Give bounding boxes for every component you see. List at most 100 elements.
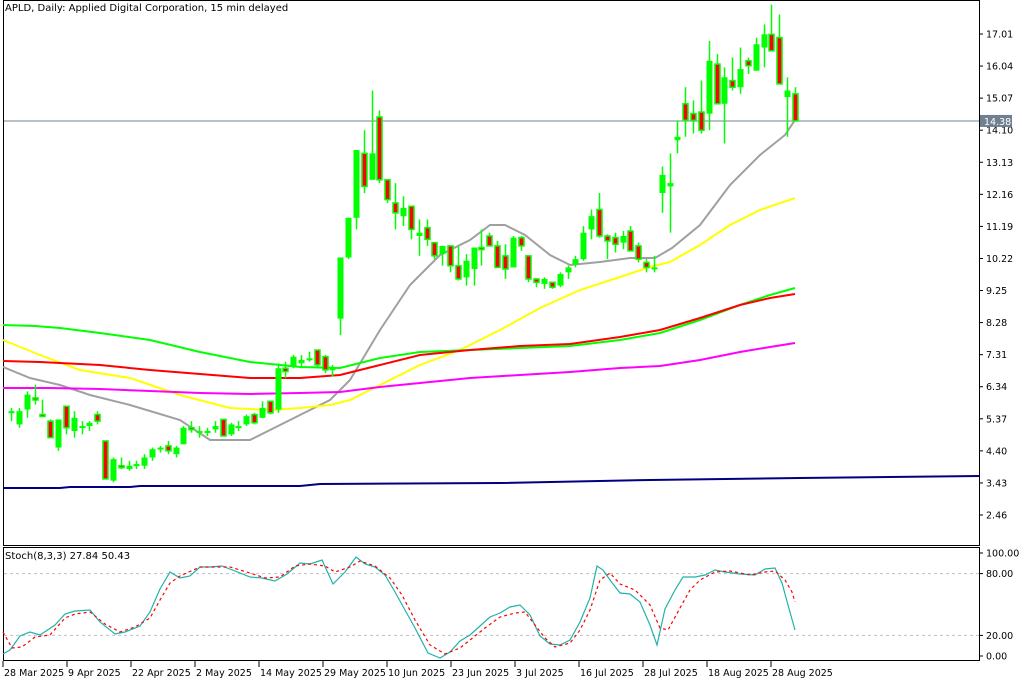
candle[interactable] [126,460,133,471]
candle[interactable] [180,426,187,445]
candle[interactable] [55,419,62,451]
candle[interactable] [792,87,799,122]
candle[interactable] [8,407,15,422]
candle[interactable] [133,460,140,470]
candle[interactable] [565,265,572,279]
candle[interactable] [290,354,297,369]
candle[interactable] [525,255,532,283]
candle[interactable] [761,24,768,68]
candle[interactable] [776,14,783,85]
candle[interactable] [141,454,148,470]
candle[interactable] [768,4,775,52]
candle[interactable] [737,47,744,94]
candle[interactable] [612,232,619,253]
candle[interactable] [79,421,86,435]
candle[interactable] [518,235,525,251]
candle[interactable] [165,440,172,455]
candle[interactable] [212,421,219,433]
candle[interactable] [572,255,579,268]
candle[interactable] [24,391,31,418]
candle[interactable] [118,457,125,470]
candle[interactable] [706,40,713,131]
candle[interactable] [204,427,211,436]
candle[interactable] [643,259,650,273]
candle[interactable] [259,401,266,418]
candle[interactable] [533,278,540,288]
candle[interactable] [228,422,235,436]
candle[interactable] [322,354,329,374]
candle[interactable] [188,421,195,433]
candle[interactable] [471,247,478,286]
candle[interactable] [63,405,70,435]
candle[interactable] [651,255,658,273]
candle[interactable] [369,90,376,180]
candle[interactable] [243,414,250,427]
candle[interactable] [329,364,336,377]
candle[interactable] [345,217,352,260]
candle[interactable] [753,37,760,71]
candle[interactable] [353,150,360,230]
candle[interactable] [729,57,736,91]
candle[interactable] [431,241,438,260]
candle[interactable] [267,400,274,415]
candle[interactable] [659,166,666,213]
candle[interactable] [400,196,407,227]
candle[interactable] [620,231,627,250]
candle[interactable] [416,219,423,256]
candle[interactable] [682,87,689,137]
candle[interactable] [486,232,493,247]
candle[interactable] [690,100,697,134]
candle[interactable] [392,183,399,230]
candle[interactable] [745,57,752,75]
candle[interactable] [784,77,791,137]
candle[interactable] [596,193,603,238]
candle[interactable] [39,399,46,418]
candle[interactable] [510,235,517,268]
candle[interactable] [110,457,117,483]
candle[interactable] [235,421,242,432]
candle[interactable] [94,411,101,425]
candle[interactable] [635,242,642,263]
candle[interactable] [455,245,462,281]
candle[interactable] [16,407,23,428]
candle[interactable] [478,229,485,266]
candle[interactable] [698,80,705,134]
candle[interactable] [102,440,109,480]
candle[interactable] [494,240,501,269]
candle[interactable] [196,426,203,438]
candle[interactable] [674,120,681,154]
candle[interactable] [86,421,93,432]
candle[interactable] [604,234,611,260]
candle[interactable] [580,226,587,261]
candle[interactable] [714,54,721,105]
candle[interactable] [549,281,556,289]
candle[interactable] [541,277,548,289]
candle[interactable] [32,384,39,405]
candle[interactable] [361,130,368,194]
candle[interactable] [447,245,454,273]
candle[interactable] [275,363,282,413]
candle[interactable] [149,447,156,461]
candle[interactable] [282,361,289,379]
candle[interactable] [721,67,728,144]
candle[interactable] [667,153,674,233]
candle[interactable] [588,209,595,240]
candle[interactable] [220,418,227,437]
candle[interactable] [314,349,321,367]
candle[interactable] [251,412,258,425]
candle[interactable] [627,226,634,252]
candle[interactable] [439,245,446,266]
candle[interactable] [557,272,564,288]
candle[interactable] [306,351,313,362]
candle[interactable] [337,257,344,336]
candle[interactable] [408,205,415,240]
candle[interactable] [384,179,391,203]
candle[interactable] [376,110,383,184]
candle[interactable] [463,254,470,286]
candle[interactable] [298,354,305,369]
candle[interactable] [47,419,54,439]
candle[interactable] [502,244,509,279]
candle[interactable] [173,445,180,458]
candle[interactable] [71,411,78,438]
